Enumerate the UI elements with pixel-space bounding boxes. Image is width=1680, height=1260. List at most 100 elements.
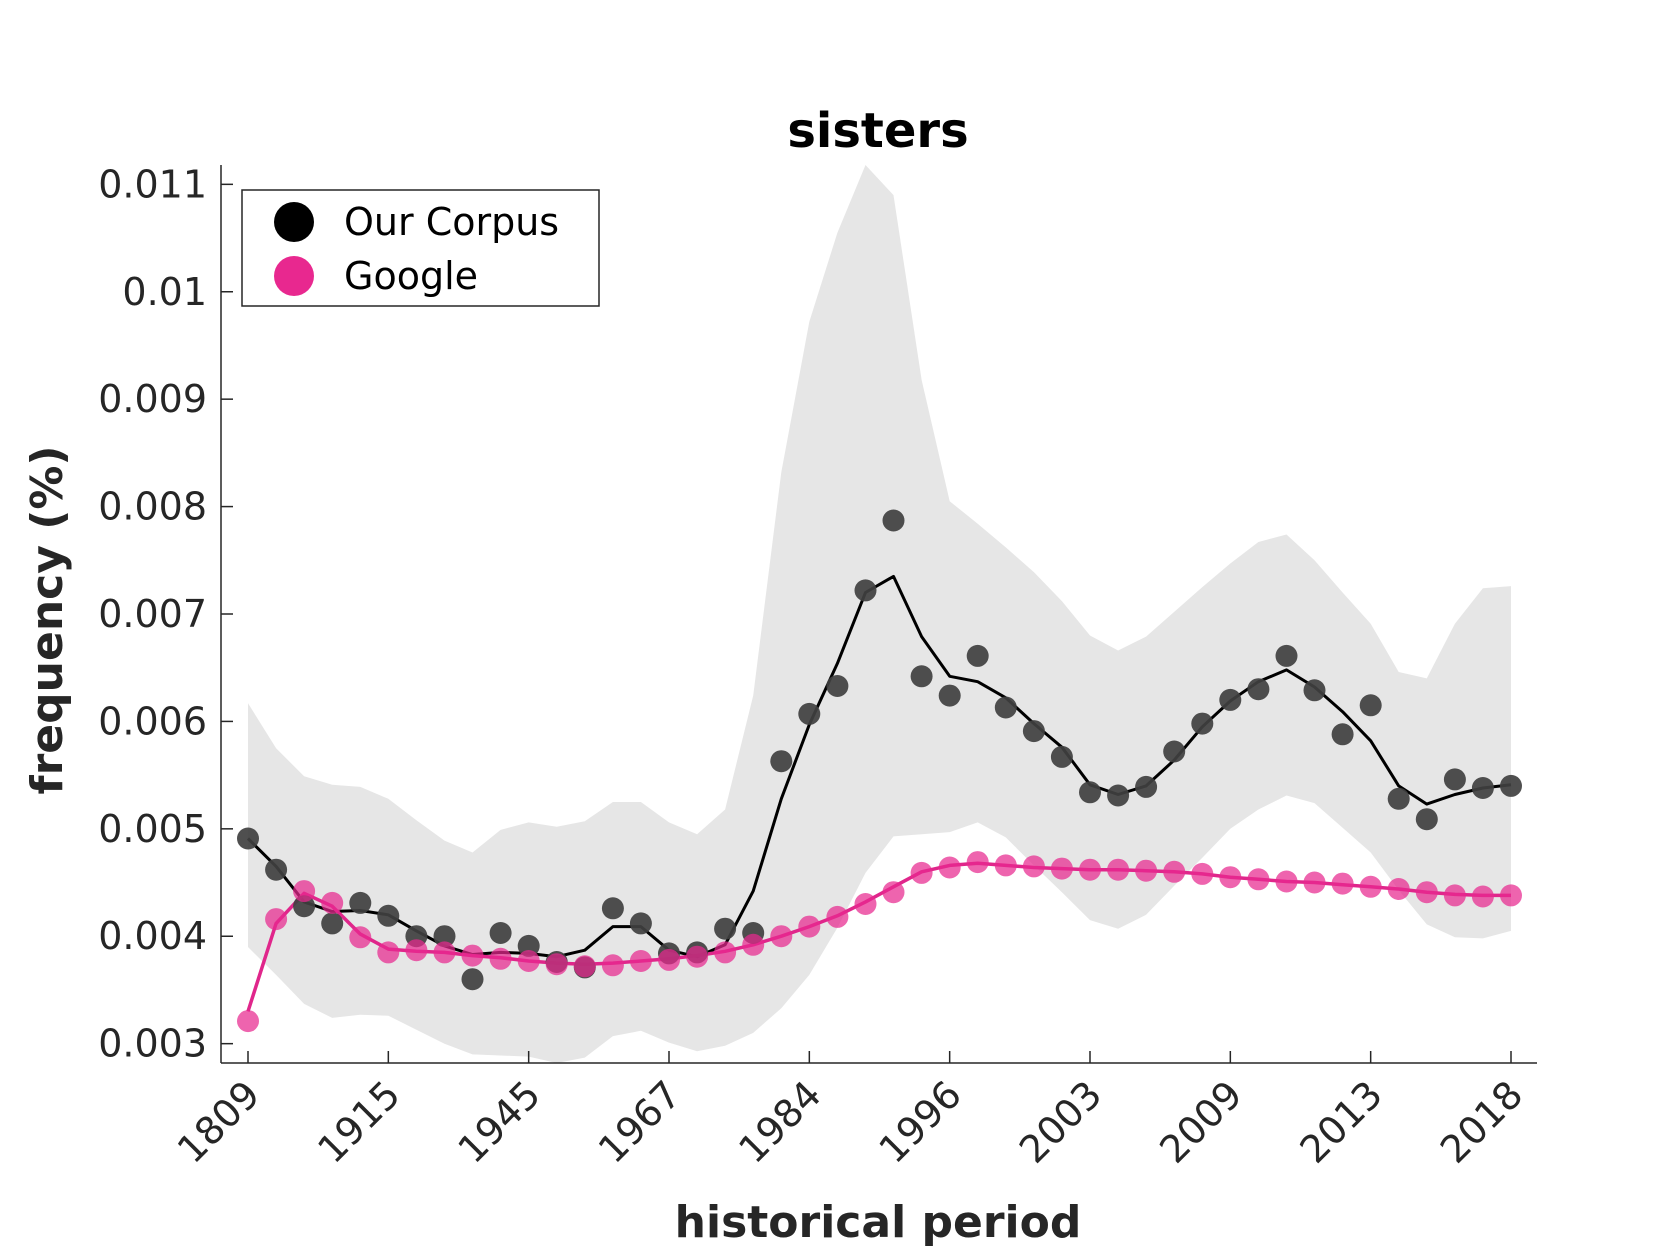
- chart-title: sisters: [787, 103, 968, 159]
- data-point-google: [994, 854, 1017, 877]
- data-point-google: [1219, 866, 1242, 889]
- data-point-our-corpus: [1135, 775, 1158, 798]
- x-tick-label: 1915: [309, 1072, 409, 1172]
- data-point-our-corpus: [1500, 774, 1522, 797]
- data-point-google: [461, 944, 484, 967]
- y-tick-label: 0.005: [98, 807, 207, 851]
- data-point-google: [1331, 872, 1354, 895]
- data-point-google: [349, 926, 372, 949]
- data-point-our-corpus: [1247, 678, 1270, 701]
- data-point-google: [1079, 858, 1101, 881]
- data-point-google: [1191, 862, 1214, 885]
- data-point-google: [714, 941, 737, 964]
- data-point-our-corpus: [1107, 784, 1130, 807]
- y-tick-label: 0.009: [98, 377, 207, 421]
- y-tick-label: 0.006: [98, 699, 207, 743]
- confidence-band: [248, 165, 1511, 1063]
- y-axis-label: frequency (%): [22, 445, 73, 794]
- data-point-google: [1303, 871, 1326, 894]
- smoothed-lines: [246, 574, 1512, 1012]
- data-point-google: [1359, 875, 1382, 898]
- data-point-google: [1163, 860, 1186, 883]
- data-point-our-corpus: [293, 895, 316, 918]
- data-point-our-corpus: [377, 904, 400, 927]
- data-point-google: [770, 925, 793, 948]
- data-point-google: [854, 893, 877, 915]
- x-tick-label: 1984: [730, 1072, 830, 1172]
- data-point-google: [938, 856, 961, 879]
- data-point-google: [265, 908, 288, 931]
- data-point-google: [1471, 885, 1494, 908]
- data-point-our-corpus: [1471, 777, 1494, 799]
- data-point-our-corpus: [994, 696, 1017, 719]
- data-point-our-corpus: [1443, 768, 1466, 791]
- data-point-our-corpus: [1415, 808, 1438, 831]
- data-point-google: [321, 891, 344, 914]
- data-point-our-corpus: [349, 891, 372, 914]
- legend-marker-our-corpus: [274, 202, 314, 242]
- data-point-our-corpus: [854, 579, 877, 602]
- data-point-our-corpus: [1303, 679, 1326, 702]
- data-point-google: [742, 933, 765, 956]
- x-tick-label: 2003: [1011, 1072, 1111, 1172]
- x-tick-label: 1996: [871, 1072, 971, 1172]
- data-point-our-corpus: [1022, 720, 1045, 743]
- data-point-google: [826, 905, 849, 928]
- data-point-our-corpus: [826, 675, 849, 697]
- data-point-google: [545, 953, 568, 976]
- data-point-our-corpus: [433, 925, 456, 948]
- x-tick-label: 1945: [450, 1072, 550, 1172]
- y-tick-label: 0.007: [98, 592, 207, 636]
- data-point-our-corpus: [601, 897, 624, 920]
- data-point-our-corpus: [798, 702, 821, 725]
- data-point-google: [1415, 881, 1438, 904]
- y-tick-label: 0.011: [98, 162, 207, 206]
- y-tick-label: 0.01: [122, 270, 207, 314]
- data-point-our-corpus: [1275, 644, 1298, 667]
- data-point-our-corpus: [1191, 712, 1214, 735]
- data-point-google: [573, 955, 596, 978]
- confidence-band-area: [248, 165, 1511, 1063]
- data-point-google: [629, 950, 652, 972]
- data-point-our-corpus: [265, 858, 288, 881]
- data-point-our-corpus: [489, 922, 512, 944]
- y-tick-label: 0.004: [98, 914, 207, 958]
- data-point-google: [601, 954, 624, 977]
- data-point-our-corpus: [517, 934, 540, 957]
- data-point-our-corpus: [321, 912, 344, 935]
- legend-label-google: Google: [344, 254, 478, 298]
- legend-marker-google: [274, 256, 314, 296]
- data-point-our-corpus: [461, 968, 484, 991]
- data-point-google: [1247, 868, 1270, 891]
- x-axis-label: historical period: [675, 1197, 1082, 1248]
- data-point-our-corpus: [938, 684, 961, 707]
- x-tick-label: 2009: [1151, 1072, 1251, 1172]
- x-tick-label: 1809: [169, 1072, 269, 1172]
- data-point-google: [658, 948, 680, 971]
- data-point-google: [1500, 884, 1522, 907]
- data-point-google: [405, 939, 428, 962]
- data-point-google: [1387, 878, 1410, 900]
- data-point-our-corpus: [910, 665, 933, 688]
- data-point-google: [966, 851, 989, 874]
- series-line-our-corpus: [246, 574, 1512, 959]
- data-point-google: [1275, 870, 1298, 893]
- data-point-google: [882, 881, 905, 904]
- series-line-google: [246, 861, 1511, 1012]
- data-point-google: [293, 880, 316, 903]
- data-point-our-corpus: [882, 509, 905, 532]
- data-point-google: [237, 1010, 259, 1033]
- data-point-google: [1022, 855, 1045, 878]
- data-point-google: [377, 941, 400, 964]
- x-tick-label: 2013: [1292, 1072, 1392, 1172]
- data-point-google: [798, 915, 821, 938]
- data-point-google: [910, 861, 933, 884]
- data-point-google: [433, 941, 456, 964]
- data-point-google: [1107, 858, 1130, 881]
- data-point-google: [517, 950, 540, 972]
- data-point-our-corpus: [1163, 740, 1186, 763]
- y-tick-label: 0.008: [98, 485, 207, 529]
- data-point-our-corpus: [237, 827, 259, 850]
- data-point-google: [489, 947, 512, 970]
- data-point-our-corpus: [1387, 787, 1410, 810]
